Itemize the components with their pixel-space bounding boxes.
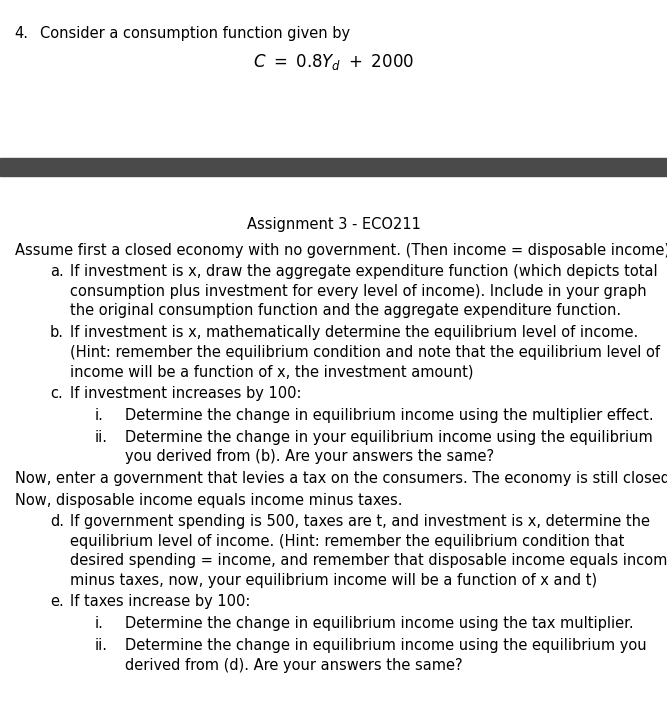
- Text: c.: c.: [50, 386, 63, 401]
- Text: Determine the change in your equilibrium income using the equilibrium: Determine the change in your equilibrium…: [125, 430, 653, 445]
- Text: 4.: 4.: [14, 26, 28, 41]
- Text: Consider a consumption function given by: Consider a consumption function given by: [40, 26, 350, 41]
- Text: If taxes increase by 100:: If taxes increase by 100:: [70, 595, 250, 609]
- Text: ii.: ii.: [95, 638, 108, 653]
- Text: If investment increases by 100:: If investment increases by 100:: [70, 386, 301, 401]
- Text: Now, disposable income equals income minus taxes.: Now, disposable income equals income min…: [15, 493, 402, 507]
- Text: $C\ =\ 0.8Y_d\ +\ 2000$: $C\ =\ 0.8Y_d\ +\ 2000$: [253, 52, 414, 72]
- Text: i.: i.: [95, 408, 104, 423]
- Text: i.: i.: [95, 616, 104, 631]
- Text: e.: e.: [50, 595, 64, 609]
- Text: If investment is x, draw the aggregate expenditure function (which depicts total: If investment is x, draw the aggregate e…: [70, 265, 658, 279]
- Text: Determine the change in equilibrium income using the tax multiplier.: Determine the change in equilibrium inco…: [125, 616, 634, 631]
- Text: Assignment 3 - ECO211: Assignment 3 - ECO211: [247, 217, 420, 232]
- Text: equilibrium level of income. (Hint: remember the equilibrium condition that: equilibrium level of income. (Hint: reme…: [70, 534, 624, 549]
- Text: the original consumption function and the aggregate expenditure function.: the original consumption function and th…: [70, 303, 621, 318]
- Text: derived from (d). Are your answers the same?: derived from (d). Are your answers the s…: [125, 657, 463, 672]
- Text: If government spending is 500, taxes are t, and investment is x, determine the: If government spending is 500, taxes are…: [70, 514, 650, 529]
- Text: If investment is x, mathematically determine the equilibrium level of income.: If investment is x, mathematically deter…: [70, 325, 638, 340]
- Text: minus taxes, now, your equilibrium income will be a function of x and t): minus taxes, now, your equilibrium incom…: [70, 573, 597, 587]
- Text: Determine the change in equilibrium income using the multiplier effect.: Determine the change in equilibrium inco…: [125, 408, 654, 423]
- Text: ii.: ii.: [95, 430, 108, 445]
- Text: income will be a function of x, the investment amount): income will be a function of x, the inve…: [70, 364, 474, 379]
- Text: a.: a.: [50, 265, 64, 279]
- Bar: [0, 158, 667, 176]
- Text: d.: d.: [50, 514, 64, 529]
- Text: b.: b.: [50, 325, 64, 340]
- Text: consumption plus investment for every level of income). Include in your graph: consumption plus investment for every le…: [70, 284, 646, 299]
- Text: (Hint: remember the equilibrium condition and note that the equilibrium level of: (Hint: remember the equilibrium conditio…: [70, 345, 660, 360]
- Text: Now, enter a government that levies a tax on the consumers. The economy is still: Now, enter a government that levies a ta…: [15, 471, 667, 486]
- Text: you derived from (b). Are your answers the same?: you derived from (b). Are your answers t…: [125, 449, 494, 465]
- Text: Determine the change in equilibrium income using the equilibrium you: Determine the change in equilibrium inco…: [125, 638, 646, 653]
- Text: desired spending = income, and remember that disposable income equals income: desired spending = income, and remember …: [70, 553, 667, 568]
- Text: Assume first a closed economy with no government. (Then income = disposable inco: Assume first a closed economy with no go…: [15, 243, 667, 258]
